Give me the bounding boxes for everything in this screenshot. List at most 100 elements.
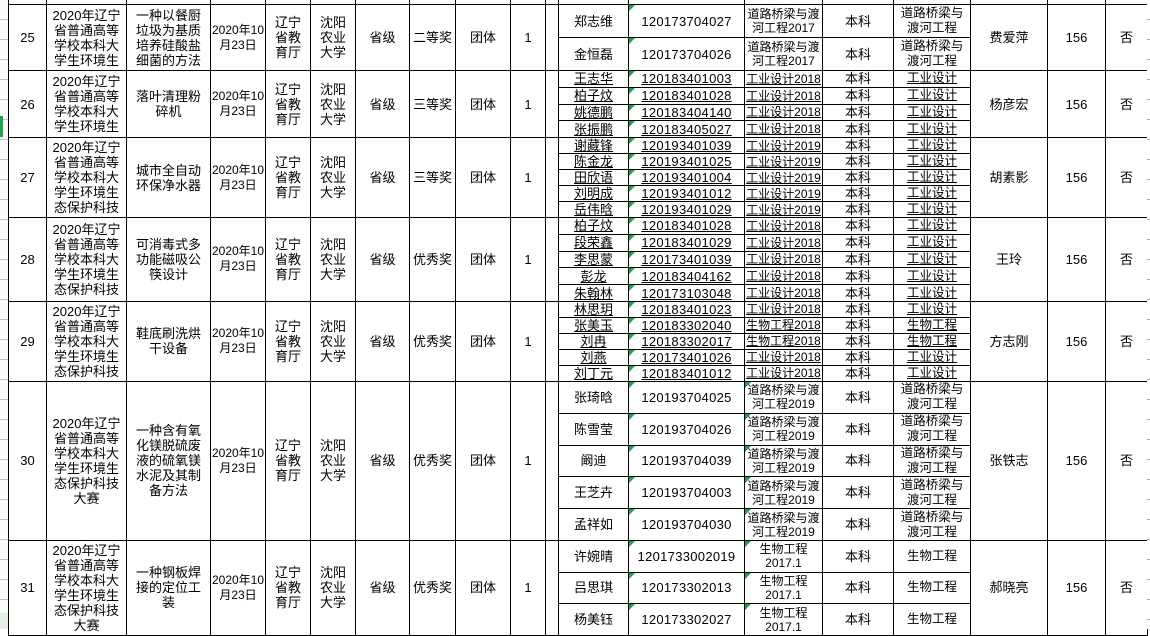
major2-cell[interactable]: 工业设计 xyxy=(893,364,971,382)
level-cell[interactable]: 省级 xyxy=(355,70,410,138)
degree-cell[interactable]: 本科 xyxy=(822,201,894,218)
major-cell[interactable]: 工业设计2019 xyxy=(744,153,823,170)
organizer-cell[interactable]: 辽宁 省教 育厅 xyxy=(265,4,311,71)
major-cell[interactable]: 工业设计2018 xyxy=(744,348,823,366)
project-cell[interactable]: 落叶清理粉 碎机 xyxy=(126,70,211,138)
major-cell[interactable]: 工业设计2018 xyxy=(744,233,823,252)
major2-cell[interactable]: 生物工程 xyxy=(893,316,971,334)
major-cell[interactable]: 工业设计2018 xyxy=(744,284,823,302)
major2-cell[interactable]: 道路桥梁与 渡河工程 xyxy=(893,37,971,71)
major2-cell[interactable]: 工业设计 xyxy=(893,169,971,186)
degree-cell[interactable]: 本科 xyxy=(822,380,894,414)
spacer-cell[interactable] xyxy=(545,70,559,138)
major-cell[interactable]: 道路桥梁与渡 河工程2019 xyxy=(744,412,823,446)
degree-cell[interactable]: 本科 xyxy=(822,300,894,318)
major2-cell[interactable]: 工业设计 xyxy=(893,103,971,122)
degree-cell[interactable]: 本科 xyxy=(822,364,894,382)
student-id-cell[interactable]: 120183401029 xyxy=(628,233,745,252)
degree-cell[interactable]: 本科 xyxy=(822,539,894,573)
num-cell[interactable]: 156 xyxy=(1047,137,1106,218)
count-cell[interactable]: 1 xyxy=(510,70,546,138)
student-name-cell[interactable]: 刘冉 xyxy=(558,332,629,350)
project-cell[interactable]: 城市全自动 环保净水器 xyxy=(126,137,211,218)
teacher-cell[interactable]: 张铁志 xyxy=(970,380,1048,541)
row-number-cell[interactable]: 29 xyxy=(8,300,47,382)
student-name-cell[interactable]: 李思蒙 xyxy=(558,250,629,269)
school-cell[interactable]: 沈阳 农业 大学 xyxy=(310,217,356,302)
major2-cell[interactable]: 工业设计 xyxy=(893,201,971,218)
num-cell[interactable]: 156 xyxy=(1047,217,1106,302)
degree-cell[interactable]: 本科 xyxy=(822,137,894,154)
organizer-cell[interactable]: 辽宁 省教 育厅 xyxy=(265,70,311,138)
type-cell[interactable]: 团体 xyxy=(455,137,511,218)
student-name-cell[interactable]: 金恒磊 xyxy=(558,37,629,71)
num-cell[interactable]: 156 xyxy=(1047,70,1106,138)
row-number-cell[interactable]: 25 xyxy=(8,4,47,71)
school-cell[interactable]: 沈阳 农业 大学 xyxy=(310,4,356,71)
student-name-cell[interactable]: 刘明成 xyxy=(558,185,629,202)
spacer-cell[interactable] xyxy=(545,217,559,302)
award-cell[interactable]: 三等奖 xyxy=(409,70,456,138)
count-cell[interactable]: 1 xyxy=(510,380,546,541)
major2-cell[interactable]: 工业设计 xyxy=(893,267,971,286)
type-cell[interactable]: 团体 xyxy=(455,380,511,541)
student-id-cell[interactable]: 120183405027 xyxy=(628,120,745,138)
major-cell[interactable]: 工业设计2018 xyxy=(744,103,823,122)
major2-cell[interactable]: 工业设计 xyxy=(893,137,971,154)
award-cell[interactable]: 三等奖 xyxy=(409,137,456,218)
competition-cell[interactable]: 2020年辽宁 省普通高等 学校本科大 学生环境生 态保护科技 xyxy=(46,300,127,382)
major2-cell[interactable]: 工业设计 xyxy=(893,300,971,318)
spacer-cell[interactable] xyxy=(545,137,559,218)
student-name-cell[interactable]: 段荣鑫 xyxy=(558,233,629,252)
degree-cell[interactable]: 本科 xyxy=(822,348,894,366)
type-cell[interactable]: 团体 xyxy=(455,539,511,636)
competition-cell[interactable]: 2020年辽宁 省普通高等 学校本科大 学生环境生 xyxy=(46,70,127,138)
flag-cell[interactable]: 否 xyxy=(1105,4,1148,71)
major-cell[interactable]: 道路桥梁与渡 河工程2019 xyxy=(744,476,823,510)
type-cell[interactable]: 团体 xyxy=(455,217,511,302)
count-cell[interactable]: 1 xyxy=(510,137,546,218)
row-number-cell[interactable]: 31 xyxy=(8,539,47,636)
student-id-cell[interactable]: 120193401004 xyxy=(628,169,745,186)
row-number-cell[interactable]: 28 xyxy=(8,217,47,302)
student-id-cell[interactable]: 120193401039 xyxy=(628,137,745,154)
degree-cell[interactable]: 本科 xyxy=(822,185,894,202)
student-name-cell[interactable]: 姚德鹏 xyxy=(558,103,629,122)
student-name-cell[interactable]: 田欣语 xyxy=(558,169,629,186)
major2-cell[interactable]: 生物工程 xyxy=(893,539,971,573)
major2-cell[interactable]: 工业设计 xyxy=(893,153,971,170)
student-id-cell[interactable]: 120173401026 xyxy=(628,348,745,366)
teacher-cell[interactable]: 王玲 xyxy=(970,217,1048,302)
major-cell[interactable]: 工业设计2019 xyxy=(744,201,823,218)
spacer-cell[interactable] xyxy=(545,539,559,636)
student-name-cell[interactable]: 王芝卉 xyxy=(558,476,629,510)
flag-cell[interactable]: 否 xyxy=(1105,137,1148,218)
student-name-cell[interactable]: 阚迪 xyxy=(558,444,629,478)
student-id-cell[interactable]: 120193704039 xyxy=(628,444,745,478)
degree-cell[interactable]: 本科 xyxy=(822,332,894,350)
major2-cell[interactable]: 道路桥梁与 渡河工程 xyxy=(893,508,971,541)
degree-cell[interactable]: 本科 xyxy=(822,444,894,478)
level-cell[interactable]: 省级 xyxy=(355,217,410,302)
student-id-cell[interactable]: 120173704026 xyxy=(628,37,745,71)
major-cell[interactable]: 生物工程 2017.1 xyxy=(744,603,823,636)
major-cell[interactable]: 工业设计2018 xyxy=(744,267,823,286)
award-cell[interactable]: 优秀奖 xyxy=(409,300,456,382)
row-number-cell[interactable]: 26 xyxy=(8,70,47,138)
major2-cell[interactable]: 工业设计 xyxy=(893,120,971,138)
teacher-cell[interactable]: 郝晓亮 xyxy=(970,539,1048,636)
date-cell[interactable]: 2020年10 月23日 xyxy=(210,539,266,636)
student-name-cell[interactable]: 孟祥如 xyxy=(558,508,629,541)
student-name-cell[interactable]: 彭龙 xyxy=(558,267,629,286)
major-cell[interactable]: 工业设计2019 xyxy=(744,137,823,154)
project-cell[interactable]: 一种钢板焊 接的定位工 装 xyxy=(126,539,211,636)
school-cell[interactable]: 沈阳 农业 大学 xyxy=(310,137,356,218)
award-cell[interactable]: 优秀奖 xyxy=(409,217,456,302)
spacer-cell[interactable] xyxy=(545,380,559,541)
major-cell[interactable]: 生物工程 2017.1 xyxy=(744,539,823,573)
award-cell[interactable]: 优秀奖 xyxy=(409,539,456,636)
degree-cell[interactable]: 本科 xyxy=(822,250,894,269)
flag-cell[interactable]: 否 xyxy=(1105,217,1148,302)
major-cell[interactable]: 工业设计2019 xyxy=(744,185,823,202)
major2-cell[interactable]: 道路桥梁与 渡河工程 xyxy=(893,444,971,478)
